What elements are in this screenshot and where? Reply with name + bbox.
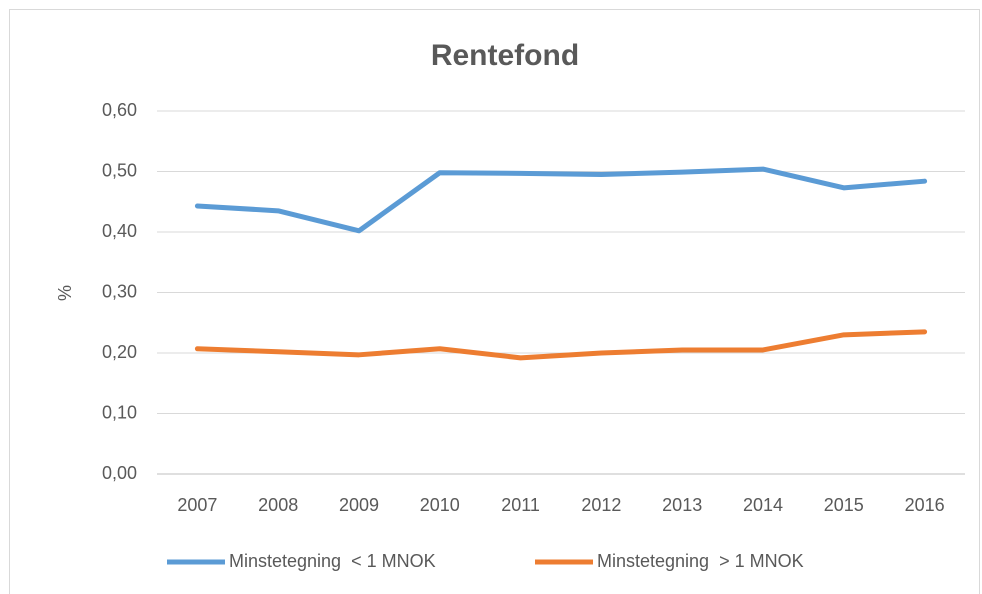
- y-tick-label: 0,40: [102, 221, 137, 241]
- y-tick-label: 0,20: [102, 342, 137, 362]
- legend-label: Minstetegning > 1 MNOK: [597, 551, 804, 571]
- x-tick-label: 2010: [420, 495, 460, 515]
- y-tick-label: 0,00: [102, 463, 137, 483]
- x-tick-label: 2011: [501, 495, 540, 515]
- x-tick-label: 2015: [824, 495, 864, 515]
- legend-label: Minstetegning < 1 MNOK: [229, 551, 436, 571]
- x-tick-label: 2007: [177, 495, 217, 515]
- y-axis-label: %: [55, 285, 75, 301]
- series-line: [194, 329, 928, 361]
- y-tick-label: 0,30: [102, 281, 137, 301]
- x-tick-label: 2014: [743, 495, 783, 515]
- y-tick-label: 0,50: [102, 160, 137, 180]
- x-tick-label: 2009: [339, 495, 379, 515]
- x-tick-label: 2013: [662, 495, 702, 515]
- x-tick-label: 2016: [905, 495, 945, 515]
- chart-title: Rentefond: [431, 39, 579, 72]
- x-tick-label: 2012: [581, 495, 621, 515]
- y-tick-label: 0,10: [102, 402, 137, 422]
- chart-border: [9, 9, 980, 594]
- series-line: [194, 166, 928, 234]
- x-tick-label: 2008: [258, 495, 298, 515]
- y-tick-label: 0,60: [102, 100, 137, 120]
